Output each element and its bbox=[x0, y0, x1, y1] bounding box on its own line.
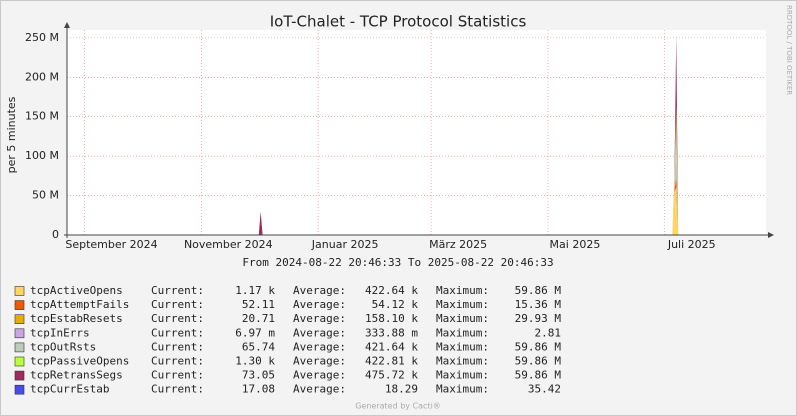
y-tick-label: 200 M bbox=[25, 70, 59, 83]
legend-label: tcpAttemptFails bbox=[30, 298, 129, 311]
stat-maximum: 59.86 M bbox=[515, 340, 562, 353]
legend-label: tcpInErrs bbox=[30, 326, 90, 339]
stat-average: 475.72 k bbox=[365, 369, 418, 382]
stat-average: 421.64 k bbox=[365, 340, 418, 353]
stat-average: 422.64 k bbox=[365, 284, 418, 297]
legend-swatch bbox=[14, 342, 25, 353]
stat-maximum: 59.86 M bbox=[515, 284, 562, 297]
stat-current: 73.05 bbox=[242, 369, 275, 382]
stat-label: Current: bbox=[151, 340, 204, 353]
legend-label: tcpCurrEstab bbox=[30, 383, 109, 396]
x-tick-label: Januar 2025 bbox=[311, 238, 379, 251]
stat-label: Average: bbox=[293, 355, 346, 368]
stat-label: Average: bbox=[293, 312, 346, 325]
stat-current: 20.71 bbox=[242, 312, 275, 325]
stat-maximum: 59.86 M bbox=[515, 355, 562, 368]
x-tick-label: September 2024 bbox=[65, 238, 157, 251]
stat-label: Current: bbox=[151, 383, 204, 396]
y-axis-arrow bbox=[64, 22, 70, 28]
stat-label: Average: bbox=[293, 383, 346, 396]
stat-label: Average: bbox=[293, 284, 346, 297]
y-tick-label: 150 M bbox=[25, 110, 59, 123]
stat-label: Maximum: bbox=[436, 383, 489, 396]
x-axis-arrow bbox=[768, 232, 774, 238]
stat-label: Maximum: bbox=[436, 326, 489, 339]
watermark: RRDTOOL / TOBI OETIKER bbox=[785, 5, 793, 95]
stat-label: Current: bbox=[151, 312, 204, 325]
stat-label: Current: bbox=[151, 284, 204, 297]
stat-average: 333.88 m bbox=[365, 326, 418, 339]
stat-label: Current: bbox=[151, 326, 204, 339]
stat-label: Maximum: bbox=[436, 340, 489, 353]
stat-label: Average: bbox=[293, 369, 346, 382]
stat-maximum: 29.93 M bbox=[515, 312, 562, 325]
stat-maximum: 59.86 M bbox=[515, 369, 562, 382]
stat-label: Maximum: bbox=[436, 369, 489, 382]
stat-label: Maximum: bbox=[436, 312, 489, 325]
stat-label: Maximum: bbox=[436, 298, 489, 311]
stat-label: Average: bbox=[293, 340, 346, 353]
legend-swatch bbox=[14, 286, 25, 296]
stat-maximum: 2.81 bbox=[535, 326, 562, 339]
legend-label: tcpEstabResets bbox=[30, 312, 123, 325]
stat-current: 52.11 bbox=[242, 298, 275, 311]
stat-average: 422.81 k bbox=[365, 355, 418, 368]
legend-label: tcpOutRsts bbox=[30, 340, 96, 353]
legend-swatch bbox=[14, 314, 25, 325]
legend-swatch bbox=[14, 328, 25, 339]
stat-label: Average: bbox=[293, 298, 346, 311]
stat-current: 17.08 bbox=[242, 383, 275, 396]
footer: Generated by Cacti® bbox=[355, 402, 441, 411]
stat-maximum: 15.36 M bbox=[515, 298, 562, 311]
stat-label: Current: bbox=[151, 355, 204, 368]
x-tick-label: Juli 2025 bbox=[667, 238, 716, 251]
stat-maximum: 35.42 bbox=[528, 383, 561, 396]
x-tick-label: März 2025 bbox=[429, 238, 487, 251]
legend-label: tcpActiveOpens bbox=[30, 284, 123, 297]
stat-label: Current: bbox=[151, 298, 204, 311]
y-tick-label: 250 M bbox=[25, 31, 59, 44]
stat-current: 1.30 k bbox=[235, 355, 275, 368]
y-tick-label: 50 M bbox=[32, 189, 59, 202]
legend-label: tcpPassiveOpens bbox=[30, 355, 129, 368]
legend-label: tcpRetransSegs bbox=[30, 369, 123, 382]
y-axis-label: per 5 minutes bbox=[5, 96, 18, 173]
y-tick-label: 100 M bbox=[25, 149, 59, 162]
stat-current: 6.97 m bbox=[235, 326, 275, 339]
stat-average: 158.10 k bbox=[365, 312, 418, 325]
x-tick-label: November 2024 bbox=[184, 238, 273, 251]
chart-title: IoT-Chalet - TCP Protocol Statistics bbox=[270, 13, 527, 31]
stat-label: Maximum: bbox=[436, 355, 489, 368]
stat-average: 18.29 bbox=[385, 383, 418, 396]
legend-swatch bbox=[14, 384, 25, 395]
x-tick-label: Mai 2025 bbox=[550, 238, 601, 251]
stat-label: Current: bbox=[151, 369, 204, 382]
legend-swatch bbox=[14, 370, 25, 381]
legend-swatch bbox=[14, 356, 25, 367]
stat-average: 54.12 k bbox=[372, 298, 419, 311]
range-text: From 2024-08-22 20:46:33 To 2025-08-22 2… bbox=[242, 256, 553, 269]
plot-area bbox=[67, 30, 766, 235]
stat-label: Maximum: bbox=[436, 284, 489, 297]
y-tick-label: 0 bbox=[52, 228, 59, 241]
stat-current: 1.17 k bbox=[235, 284, 275, 297]
stat-label: Average: bbox=[293, 326, 346, 339]
stat-current: 65.74 bbox=[242, 340, 275, 353]
legend-swatch bbox=[14, 300, 25, 310]
